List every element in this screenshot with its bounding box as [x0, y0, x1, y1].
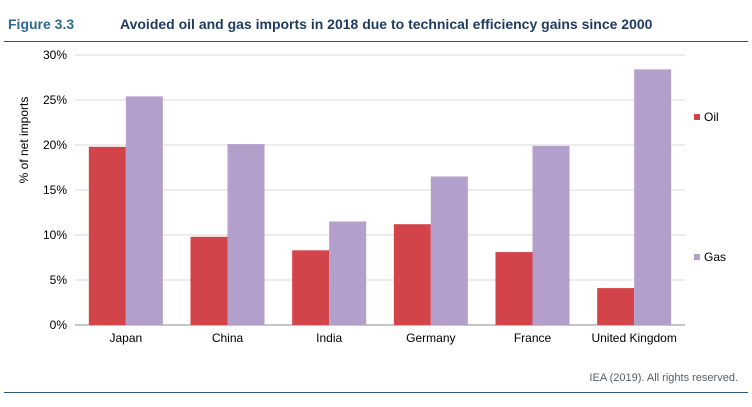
- legend-swatch-oil: [694, 114, 700, 120]
- bar-oil-japan: [88, 146, 126, 325]
- bar-oil-united-kingdom: [597, 288, 635, 325]
- bar-gas-india: [329, 221, 367, 325]
- y-axis-title: % of net imports: [17, 97, 31, 184]
- x-tick-label: China: [212, 331, 244, 345]
- x-tick-label: Japan: [109, 331, 142, 345]
- header-rule: [4, 41, 748, 42]
- figure-label: Figure 3.3: [8, 16, 75, 32]
- x-tick-label: India: [316, 331, 342, 345]
- bar-gas-germany: [430, 176, 468, 325]
- x-tick-label: Germany: [406, 331, 455, 345]
- bar-gas-united-kingdom: [634, 69, 672, 326]
- bar-oil-germany: [393, 224, 431, 325]
- footer-rule: [4, 392, 748, 393]
- legend-label-gas: Gas: [704, 250, 726, 264]
- y-tick-label: 5%: [50, 273, 68, 287]
- legend-swatch-gas: [694, 254, 700, 260]
- y-tick-label: 15%: [43, 183, 67, 197]
- bar-gas-japan: [125, 96, 163, 326]
- legend-label-oil: Oil: [704, 110, 719, 124]
- x-tick-label: United Kingdom: [591, 331, 676, 345]
- bar-oil-china: [190, 236, 228, 325]
- y-tick-label: 20%: [43, 138, 67, 152]
- y-tick-label: 30%: [43, 48, 67, 62]
- bar-gas-china: [227, 144, 265, 325]
- bar-oil-france: [495, 252, 533, 325]
- bar-gas-france: [532, 145, 570, 325]
- y-tick-label: 25%: [43, 93, 67, 107]
- x-tick-label: France: [514, 331, 552, 345]
- figure-title: Avoided oil and gas imports in 2018 due …: [120, 16, 653, 32]
- source-note: IEA (2019). All rights reserved.: [589, 372, 738, 384]
- y-tick-label: 0%: [50, 318, 68, 332]
- y-tick-label: 10%: [43, 228, 67, 242]
- bar-oil-india: [292, 250, 330, 325]
